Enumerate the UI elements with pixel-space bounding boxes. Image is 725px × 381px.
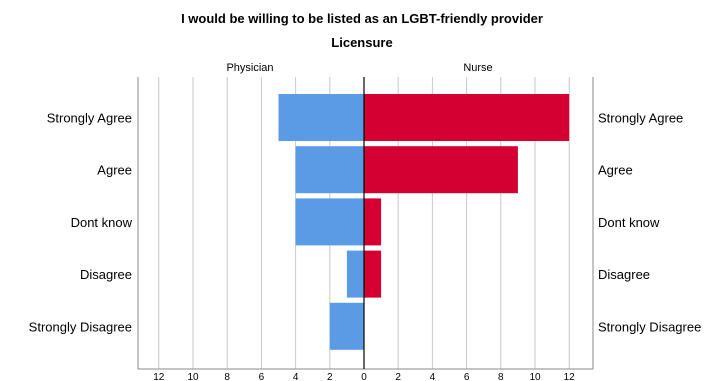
tick-label-0: 12	[153, 372, 165, 381]
category-label-right-disagree: Disagree	[598, 267, 650, 282]
bar-physician-strongly-agree	[278, 94, 364, 141]
tick-label-9: 6	[464, 372, 470, 381]
category-label-left-dont-know: Dont know	[71, 215, 133, 230]
chart-subtitle: Licensure	[331, 35, 392, 50]
bar-physician-agree	[295, 146, 364, 194]
labels: Physician Nurse Strongly Agree Strongly Agr…	[29, 62, 702, 381]
panel-label-right: Nurse	[463, 62, 492, 74]
tick-label-10: 8	[498, 372, 504, 381]
bar-physician-disagree	[346, 250, 364, 298]
tick-label-5: 2	[327, 372, 333, 381]
category-label-right-strongly-agree: Strongly Agree	[598, 111, 683, 126]
category-label-left-disagree: Disagree	[80, 267, 132, 282]
category-label-left-strongly-disagree: Strongly Disagree	[29, 319, 132, 334]
tick-label-3: 6	[259, 372, 265, 381]
panel-label-left: Physician	[226, 62, 273, 74]
chart-title: I would be willing to be listed as an LG…	[181, 11, 543, 26]
tick-label-6: 0	[361, 372, 367, 381]
bar-nurse-agree	[364, 146, 518, 194]
bars	[278, 94, 570, 350]
tick-label-8: 4	[430, 372, 436, 381]
bar-physician-dont-know	[295, 198, 364, 246]
category-label-left-strongly-agree: Strongly Agree	[47, 111, 132, 126]
category-label-right-strongly-disagree: Strongly Disagree	[598, 319, 701, 334]
bar-nurse-strongly-agree	[364, 94, 570, 141]
bar-physician-strongly-disagree	[329, 302, 364, 350]
category-label-right-dont-know: Dont know	[598, 215, 660, 230]
tick-label-2: 8	[224, 372, 230, 381]
axes	[137, 77, 594, 370]
tick-label-12: 12	[564, 372, 576, 381]
category-label-left-agree: Agree	[97, 163, 132, 178]
tick-label-11: 10	[529, 372, 541, 381]
bar-nurse-dont-know	[364, 198, 382, 246]
tick-label-4: 4	[293, 372, 299, 381]
tick-label-7: 2	[395, 372, 401, 381]
bar-nurse-disagree	[364, 250, 382, 298]
category-label-right-agree: Agree	[598, 163, 633, 178]
tick-label-1: 10	[187, 372, 199, 381]
